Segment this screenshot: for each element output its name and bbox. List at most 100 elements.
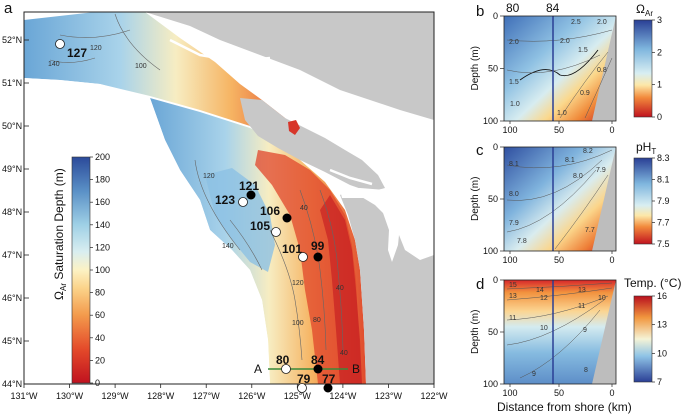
contour-label: 120	[292, 280, 304, 287]
colorbar-ph-ticks: 8.3 8.1 7.9 7.7 7.5	[652, 153, 670, 249]
station-label: 101	[282, 242, 302, 256]
distance-tick-label: 100	[502, 388, 517, 398]
lat-tick-label: 52°N	[2, 35, 22, 45]
station-121[interactable]: 121	[239, 179, 259, 200]
section-b-top-label-80: 80	[506, 1, 520, 15]
contour-label: 7.9	[509, 220, 519, 227]
colorbar-ph-title: pHT	[636, 140, 656, 156]
depth-tick-label: 0	[493, 11, 498, 21]
colorbar-tick-label: 13	[657, 320, 667, 330]
colorbar-tick-label: 60	[95, 310, 105, 320]
colorbar-saturation	[71, 156, 91, 384]
colorbar-tick-label: 8.1	[657, 175, 670, 185]
colorbar-omega	[633, 19, 653, 118]
contour-label: 100	[292, 320, 304, 327]
saturation-field-north	[24, 12, 300, 134]
station-123[interactable]: 123	[215, 193, 248, 207]
depth-axis-label: Depth (m)	[470, 177, 481, 221]
colorbar-temperature-ticks: 16 13 10 7	[652, 291, 667, 387]
colorbar-tick-label: 0	[95, 378, 100, 388]
blue-offshore	[205, 168, 275, 272]
lat-tick-label: 49°N	[2, 164, 22, 174]
contour-label: 40	[336, 285, 344, 292]
station-marker[interactable]	[323, 383, 333, 393]
coastal-inlets	[169, 38, 411, 186]
distance-tick-label: 0	[609, 125, 614, 135]
depth-tick-label: 100	[483, 116, 498, 126]
station-marker[interactable]	[282, 213, 292, 223]
colorbar-tick-label: 7.5	[657, 239, 670, 249]
contour-label: 9	[532, 371, 536, 378]
depth-tick-label: 0	[493, 142, 498, 152]
station-80[interactable]: 80	[276, 353, 291, 374]
section-x-axis-label: Distance from shore (km)	[497, 400, 632, 414]
section-b-saturation-horizon	[519, 49, 599, 81]
station-79[interactable]: 79	[297, 372, 311, 393]
station-marker[interactable]	[271, 227, 281, 237]
station-marker[interactable]	[246, 190, 256, 200]
contour-label: 8.0	[573, 173, 583, 180]
contour-label: 2.0	[560, 38, 570, 45]
section-panel-d: 15 14 13 13 12 11 11 10 10 9 9 8 16 13 10 7…	[476, 276, 681, 387]
contour-label: 40	[300, 205, 308, 212]
colorbar-omega-title: ΩAr	[636, 2, 653, 18]
station-label: 127	[67, 46, 87, 60]
panel-letter-c: c	[476, 142, 484, 159]
contour-label: 8.1	[509, 161, 519, 168]
station-84[interactable]: 84	[311, 353, 325, 374]
contour-label: 12	[540, 295, 548, 302]
lon-tick-label: 129°W	[102, 391, 130, 401]
section-panel-b: 2.5 2.0 2.0 2.0 1.5 1.5 1.0 0.9 0.8 1.0 …	[476, 1, 662, 122]
panel-letter-b: b	[476, 3, 484, 20]
station-105[interactable]: 105	[250, 219, 281, 237]
station-marker[interactable]	[55, 39, 65, 49]
colorbar-tick-label: 120	[95, 242, 110, 252]
colorbar-ph	[633, 157, 653, 245]
land-vancouver-island	[240, 98, 385, 192]
colorbar-temperature	[633, 295, 653, 383]
station-marker[interactable]	[298, 252, 308, 262]
lon-tick-label: 128°W	[147, 391, 175, 401]
contour-label: 10	[598, 295, 606, 302]
colorbar-omega-ticks: 3 2 1 0	[652, 15, 662, 122]
map-contour-labels: 120 140 100 120 40 140 120 40 100 80 40	[48, 45, 348, 357]
station-label: 123	[215, 193, 235, 207]
depth-axis-label: Depth (m)	[470, 46, 481, 90]
contour-label: 120	[90, 45, 102, 52]
map-frame	[23, 11, 435, 385]
lon-tick-label: 124°W	[329, 391, 357, 401]
lat-tick-label: 46°N	[2, 293, 22, 303]
colorbar-tick-label: 140	[95, 220, 110, 230]
colorbar-tick-label: 160	[95, 197, 110, 207]
colorbar-tick-label: 1	[657, 80, 662, 90]
colorbar-tick-label: 180	[95, 175, 110, 185]
station-106[interactable]: 106	[260, 204, 292, 223]
lon-tick-label: 126°W	[238, 391, 266, 401]
map-panel: 120 140 100 120 40 140 120 40 100 80 40 …	[2, 0, 448, 401]
contour-label: 1.0	[510, 101, 520, 108]
colorbar-tick-label: 16	[657, 291, 667, 301]
station-127[interactable]: 127	[55, 39, 88, 61]
lon-tick-label: 123°W	[375, 391, 403, 401]
station-marker[interactable]	[313, 364, 323, 374]
station-101[interactable]: 101	[282, 242, 308, 262]
station-label: 80	[276, 353, 290, 367]
station-marker[interactable]	[313, 252, 323, 262]
puget-sound	[382, 190, 400, 262]
contour-label: 100	[135, 63, 147, 70]
station-marker[interactable]	[281, 364, 291, 374]
station-label: 99	[311, 239, 325, 253]
station-marker[interactable]	[238, 197, 248, 207]
station-99[interactable]: 99	[311, 239, 325, 262]
colorbar-tick-label: 7.7	[657, 218, 670, 228]
lat-tick-label: 50°N	[2, 121, 22, 131]
colorbar-temperature-title: Temp. (°C)	[624, 276, 681, 290]
lon-tick-label: 127°W	[193, 391, 221, 401]
contour-lines	[49, 13, 344, 361]
lat-tick-label: 48°N	[2, 207, 22, 217]
contour-label: 0.8	[597, 67, 607, 74]
station-77[interactable]: 77	[322, 372, 336, 393]
